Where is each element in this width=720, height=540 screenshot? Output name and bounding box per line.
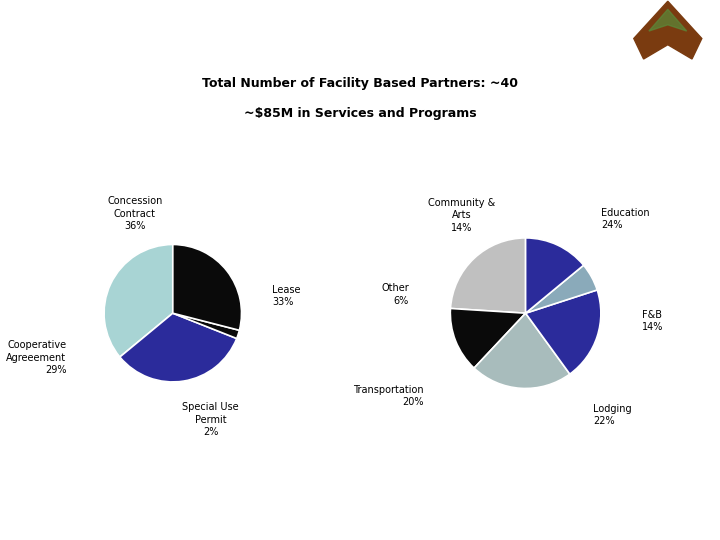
Text: ~$85M in Services and Programs: ~$85M in Services and Programs bbox=[243, 107, 477, 120]
Text: Lease
33%: Lease 33% bbox=[272, 285, 301, 307]
Wedge shape bbox=[450, 308, 526, 368]
Polygon shape bbox=[649, 9, 687, 31]
Text: Department of the Interior: Department of the Interior bbox=[479, 40, 590, 49]
Text: Cooperative
Agreeement
29%: Cooperative Agreeement 29% bbox=[6, 341, 66, 375]
Wedge shape bbox=[526, 238, 584, 313]
Text: F&B
14%: F&B 14% bbox=[642, 309, 664, 332]
Text: Transportation
20%: Transportation 20% bbox=[354, 385, 424, 407]
Wedge shape bbox=[173, 245, 241, 330]
Wedge shape bbox=[173, 313, 239, 339]
Text: Total Number of Facility Based Partners: ~40: Total Number of Facility Based Partners:… bbox=[202, 77, 518, 90]
Text: Community &
Arts
14%: Community & Arts 14% bbox=[428, 198, 495, 233]
Wedge shape bbox=[526, 265, 597, 313]
Wedge shape bbox=[120, 313, 237, 382]
Text: Concession
Contract
36%: Concession Contract 36% bbox=[107, 196, 163, 231]
Wedge shape bbox=[474, 313, 570, 388]
Polygon shape bbox=[634, 1, 702, 59]
Wedge shape bbox=[451, 238, 526, 313]
Wedge shape bbox=[104, 245, 173, 357]
Wedge shape bbox=[526, 290, 601, 374]
Text: Education
24%: Education 24% bbox=[601, 208, 649, 230]
Text: Business Management Scope: Business Management Scope bbox=[13, 25, 308, 43]
Text: Special Use
Permit
2%: Special Use Permit 2% bbox=[182, 402, 239, 437]
Text: The National Park Service: The National Park Service bbox=[479, 13, 587, 22]
Text: Lodging
22%: Lodging 22% bbox=[593, 403, 632, 426]
Text: Other
6%: Other 6% bbox=[381, 283, 409, 306]
